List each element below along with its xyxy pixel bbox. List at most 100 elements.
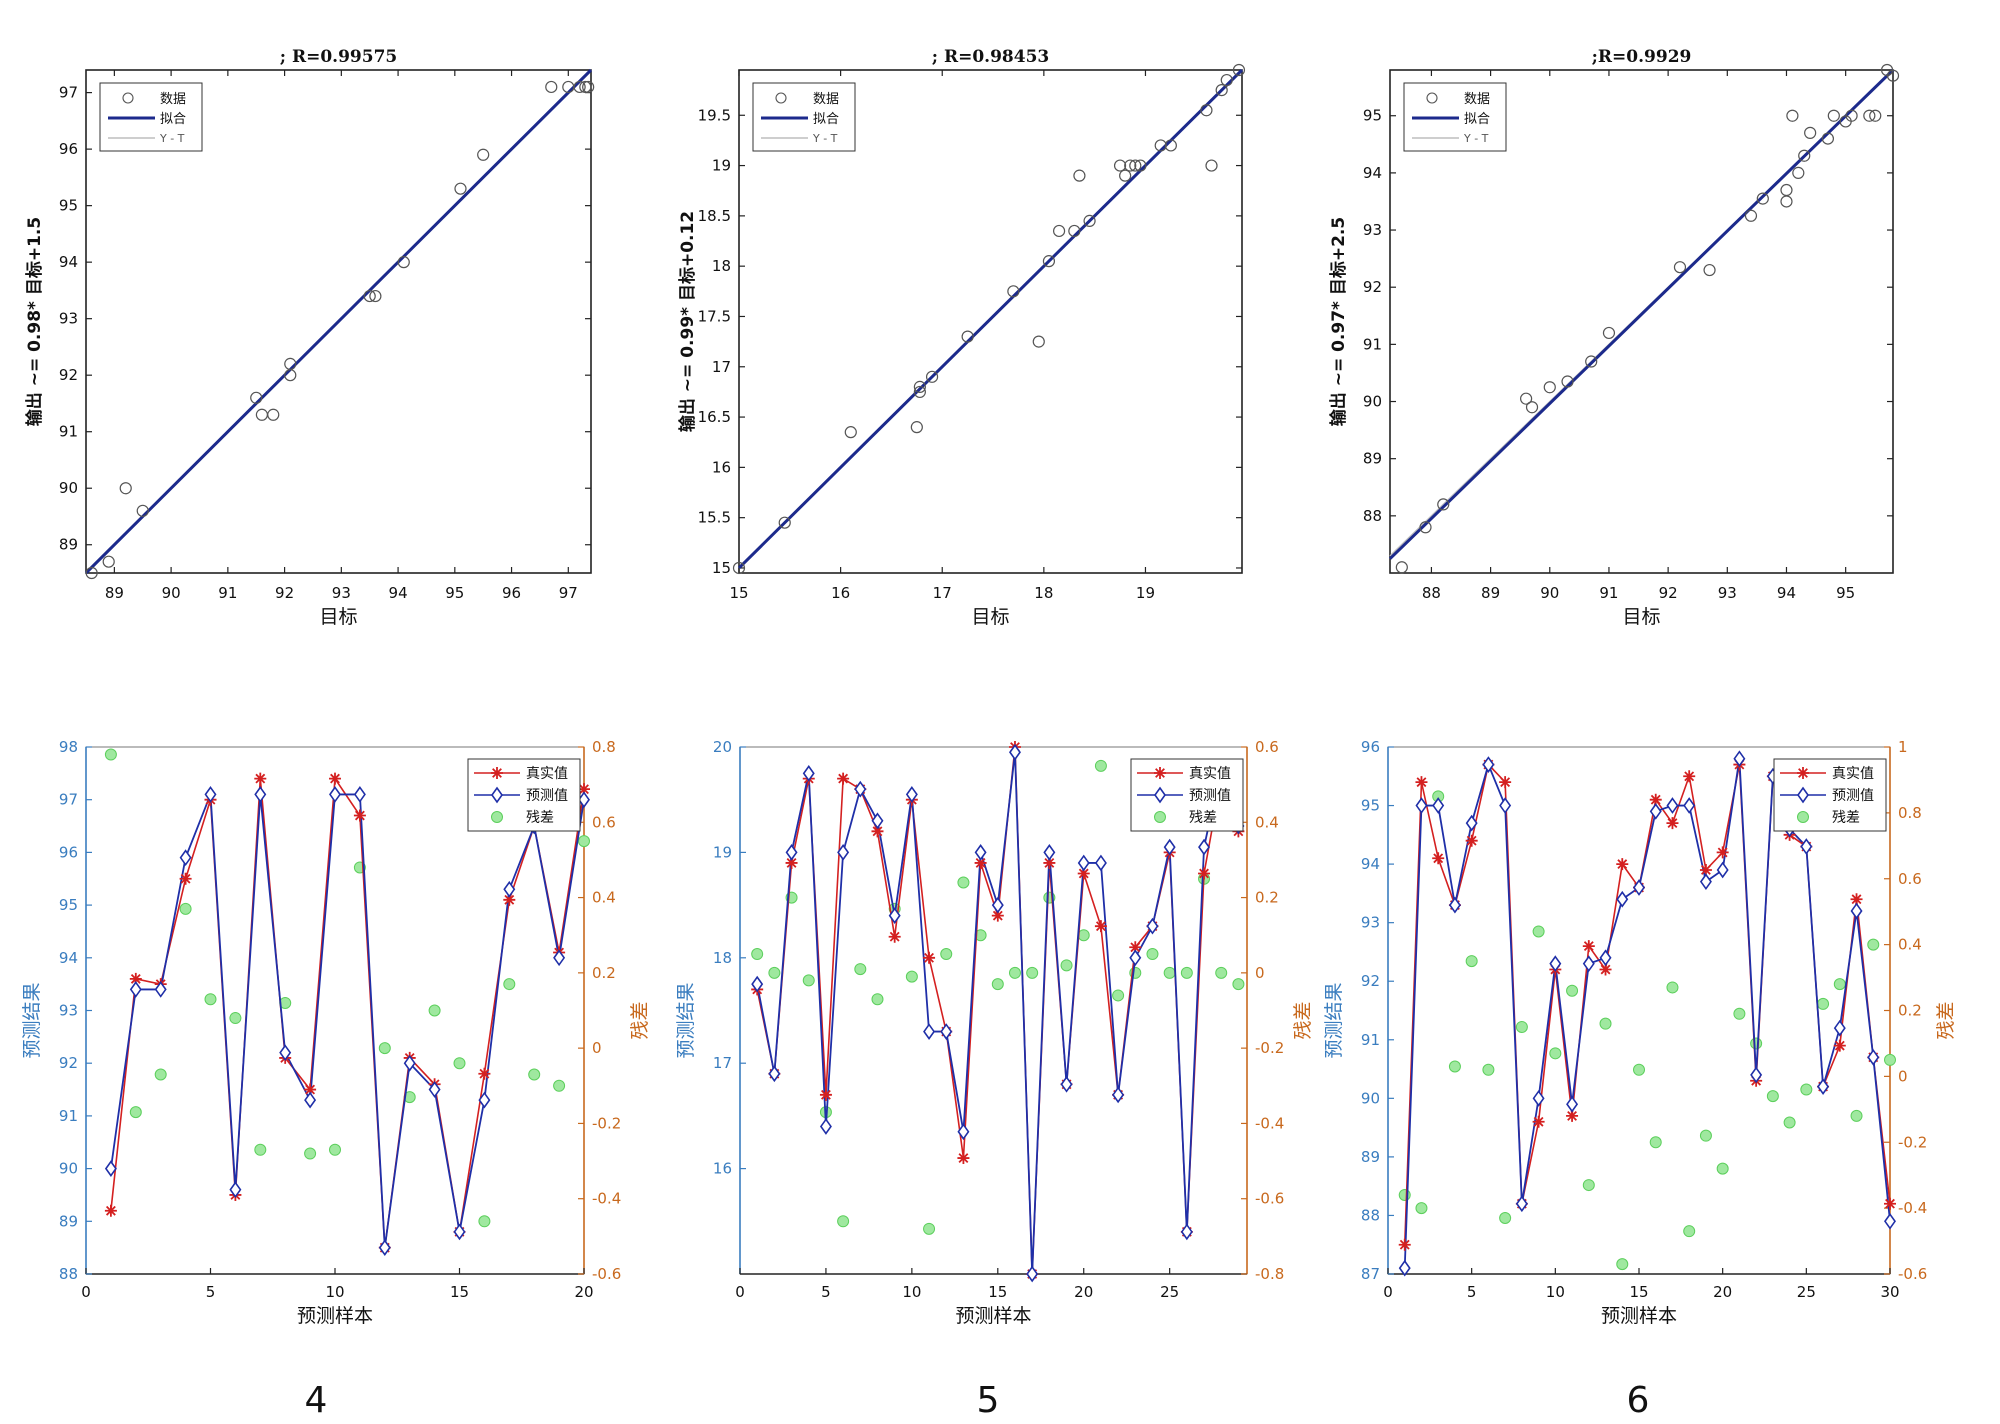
data-point	[397, 256, 410, 269]
residual-point	[1683, 1225, 1696, 1238]
y-tick-label: 94	[59, 253, 78, 271]
y-tick-label: 18	[712, 257, 731, 275]
y-tick-label: 17	[712, 358, 731, 376]
predicted-value-marker	[1582, 955, 1595, 973]
true-value-marker	[129, 972, 142, 985]
y-tick-label: 16	[712, 458, 731, 476]
predicted-value-marker	[279, 1044, 292, 1062]
true-value-marker	[1649, 793, 1662, 806]
x-tick-label: 95	[445, 584, 464, 602]
data-point	[732, 561, 746, 575]
data-point	[1869, 109, 1882, 122]
residual-point	[1026, 966, 1039, 979]
data-point	[1395, 561, 1408, 574]
x-tick-label: 10	[902, 1283, 921, 1301]
legend-label-yt: Y - T	[1463, 132, 1489, 145]
residual-point	[940, 948, 953, 961]
residual-point	[528, 1068, 541, 1081]
data-point	[1602, 326, 1616, 340]
legend-residual-marker	[1797, 811, 1809, 823]
predicted-value-marker	[1817, 1078, 1830, 1095]
left-tick-label: 92	[1361, 972, 1380, 990]
predicted-value-marker	[802, 764, 815, 782]
true-value-marker	[1094, 920, 1107, 933]
data-point	[119, 482, 132, 495]
x-tick-label: 96	[502, 584, 521, 602]
true-value-marker	[304, 1083, 317, 1096]
right-axis-label: 残差	[1292, 1001, 1314, 1039]
right-axis-label: 残差	[1935, 1001, 1957, 1039]
left-tick-label: 93	[1361, 914, 1380, 932]
y-tick-label: 93	[59, 310, 78, 328]
regression-chart-1: 89 90 91 92 93 94 95 96 97 89 90 91 92 93 94 95 96 97 ; R=…	[24, 47, 595, 628]
true-value-marker	[503, 893, 516, 906]
right-tick-label: 0.6	[1898, 870, 1922, 888]
predicted-value-marker	[1549, 955, 1562, 973]
residual-point	[1800, 1083, 1813, 1096]
residual-point	[204, 993, 217, 1006]
x-tick-label: 5	[206, 1283, 216, 1301]
predicted-value-marker	[957, 1123, 970, 1141]
predicted-value-line	[1403, 758, 1891, 1269]
legend-data-marker	[122, 92, 134, 104]
residual-point	[1008, 966, 1021, 979]
residual-point	[1112, 989, 1125, 1002]
data-point	[102, 555, 115, 568]
legend-label-true: 真实值	[526, 766, 568, 782]
residual-point	[802, 974, 815, 987]
x-tick-label: 94	[389, 584, 408, 602]
residual-point	[1566, 984, 1579, 997]
residual-point	[1094, 759, 1107, 772]
fit-line	[737, 68, 1244, 570]
predicted-value-marker	[888, 907, 901, 925]
predicted-value-marker	[905, 786, 918, 803]
data-point	[1200, 104, 1213, 117]
left-tick-label: 88	[1361, 1206, 1380, 1224]
left-tick-label: 88	[59, 1265, 78, 1283]
left-tick-label: 96	[59, 843, 78, 861]
true-value-marker	[478, 1067, 491, 1080]
predicted-value-marker	[1884, 1212, 1896, 1230]
predicted-value-marker	[254, 786, 267, 803]
true-value-marker	[1532, 1115, 1545, 1128]
left-tick-label: 98	[59, 738, 78, 756]
predicted-value-marker	[304, 1091, 317, 1109]
predicted-value-marker	[1616, 890, 1629, 908]
predicted-value-marker	[1198, 838, 1211, 856]
x-tick-label: 25	[1797, 1283, 1816, 1301]
true-value-marker	[1582, 940, 1595, 953]
x-tick-label: 15	[1629, 1283, 1648, 1301]
legend-residual-marker	[491, 811, 503, 823]
residual-point	[553, 1079, 566, 1092]
regression-chart-3: 88 89 90 91 92 93 94 95 88 89 90 91 92 93 94 95 ;R=0.992…	[1328, 47, 1900, 628]
predicted-value-marker	[1163, 838, 1176, 856]
y-tick-label: 94	[1363, 164, 1382, 182]
right-tick-label: 0.6	[592, 813, 616, 831]
x-tick-label: 97	[559, 584, 578, 602]
right-tick-label: -0.4	[1898, 1199, 1927, 1217]
panel-label: 6	[1627, 1380, 1650, 1421]
x-tick-label: 92	[1659, 584, 1678, 602]
left-tick-label: 94	[59, 949, 78, 967]
residual-point	[1215, 966, 1228, 979]
predicted-value-marker	[1833, 1019, 1846, 1037]
data-point	[85, 566, 98, 580]
data-point	[573, 80, 586, 94]
data-point	[910, 421, 923, 434]
true-value-marker	[1797, 767, 1809, 779]
true-value-marker	[179, 872, 192, 885]
left-tick-label: 94	[1361, 855, 1380, 873]
data-point	[579, 80, 592, 94]
predicted-value-marker	[974, 844, 987, 861]
residual-point	[1077, 929, 1090, 942]
predicted-value-marker	[1850, 902, 1863, 920]
predicted-value-marker	[1649, 803, 1662, 820]
fit-line	[84, 68, 593, 575]
residual-point	[1766, 1090, 1779, 1103]
legend-label-pred: 预测值	[526, 788, 568, 804]
predicted-value-marker	[428, 1081, 441, 1098]
data-point	[454, 182, 467, 195]
